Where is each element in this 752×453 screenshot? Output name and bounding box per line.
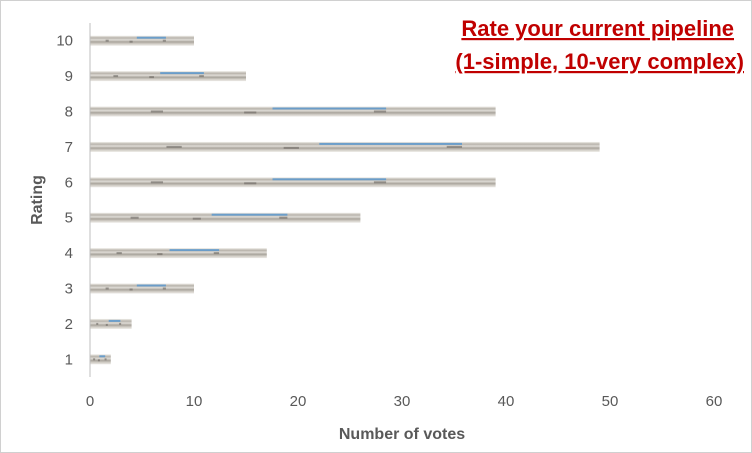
bar-fleck [113, 75, 119, 78]
y-tick-label: 6 [65, 174, 73, 191]
x-tick-label: 0 [86, 393, 94, 410]
bar-sky-streak [99, 355, 106, 358]
bar-rating-4 [90, 248, 267, 259]
x-axis-title: Number of votes [339, 426, 465, 443]
y-tick-label: 10 [56, 33, 73, 50]
x-tick-label: 50 [602, 393, 619, 410]
bar-fill [90, 212, 361, 223]
bar-fleck [116, 252, 122, 255]
y-tick-label: 1 [65, 351, 73, 368]
bar-fleck [373, 110, 387, 113]
bar-fleck [105, 323, 108, 326]
bar-fleck [149, 76, 154, 79]
y-tick-label: 8 [65, 104, 73, 121]
x-tick-label: 40 [498, 393, 515, 410]
bar-sky-streak [169, 249, 220, 252]
bar-rating-10 [90, 35, 194, 46]
bar-fleck [150, 181, 164, 184]
bar-fill [90, 248, 267, 259]
x-tick-label: 10 [186, 393, 203, 410]
bar-fill [90, 354, 111, 365]
bar-rating-5 [90, 212, 361, 223]
bar-rating-9 [90, 71, 246, 82]
y-tick-label: 9 [65, 68, 73, 85]
bar-fleck [129, 40, 133, 43]
y-tick-label: 3 [65, 281, 73, 298]
bar-fill [90, 71, 246, 82]
bar-rating-2 [90, 318, 132, 329]
bar-fleck [279, 216, 288, 219]
x-tick-labels: 0 10 20 30 40 50 60 [86, 393, 723, 410]
bar-sky-streak [160, 72, 204, 75]
bar-sky-streak [211, 213, 288, 216]
bar-fleck [192, 217, 201, 220]
x-tick-label: 20 [290, 393, 307, 410]
y-tick-label: 5 [65, 210, 73, 227]
bar-fleck [105, 39, 109, 42]
bar-rating-1 [90, 354, 111, 365]
bar-fleck [162, 39, 166, 42]
y-axis-title: Rating [29, 175, 46, 225]
bar-fill [90, 141, 600, 152]
bar-fleck [199, 75, 204, 78]
x-tick-label: 60 [706, 393, 723, 410]
y-tick-label: 4 [65, 245, 73, 262]
bar-sky-streak [108, 319, 121, 322]
bar-fleck [157, 253, 163, 256]
bar-fleck [93, 358, 96, 361]
bar-fleck [150, 110, 164, 113]
bar-rating-6 [90, 177, 496, 188]
bar-fill [90, 35, 194, 46]
bar-fleck [119, 322, 122, 325]
bar-fleck [162, 287, 166, 290]
bar-sky-streak [136, 36, 166, 39]
bar-fleck [213, 252, 220, 255]
bar-fleck [373, 181, 387, 184]
y-tick-label: 2 [65, 316, 73, 333]
bar-fleck [96, 322, 99, 325]
bar-fleck [105, 287, 109, 290]
bar-sky-streak [319, 142, 463, 145]
x-tick-label: 30 [394, 393, 411, 410]
bar-fill [90, 177, 496, 188]
bar-fleck [130, 216, 139, 219]
bar-fleck [244, 111, 257, 114]
bar-fleck [244, 182, 257, 185]
bar-rating-7 [90, 141, 600, 152]
bar-fill [90, 318, 132, 329]
bar-sky-streak [272, 107, 387, 110]
bar-fleck [446, 145, 463, 148]
bars-layer [90, 35, 600, 365]
y-tick-label: 7 [65, 139, 73, 156]
bar-fleck [166, 145, 182, 148]
chart-title-line-1: Rate your current pipeline [461, 16, 734, 41]
bar-fleck [129, 288, 133, 291]
bar-fleck [283, 146, 299, 149]
bar-fill [90, 283, 194, 294]
bar-sky-streak [136, 284, 166, 287]
bar-fleck [104, 358, 107, 361]
chart-title-line-2: (1-simple, 10-very complex) [455, 49, 744, 74]
bar-fleck [97, 359, 100, 362]
bar-rating-8 [90, 106, 496, 117]
bar-fill [90, 106, 496, 117]
y-tick-labels: 1 2 3 4 5 6 7 8 9 10 [56, 33, 73, 369]
bar-sky-streak [272, 178, 387, 181]
bar-rating-3 [90, 283, 194, 294]
